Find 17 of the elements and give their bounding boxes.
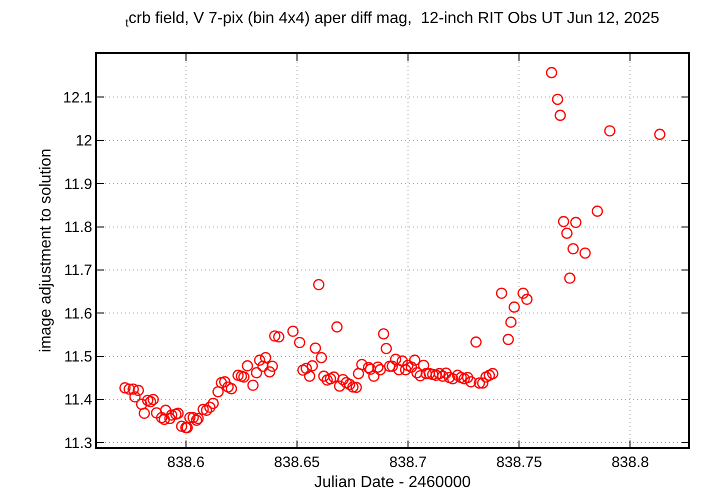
x-axis-title: Julian Date - 2460000 — [314, 474, 471, 491]
y-axis-title: image adjustment to solution — [37, 148, 54, 352]
chart-title: $_{t}$crb field, V 7-pix (bin 4x4) aper diff mag, 12-inch RIT Obs UT Jun 12, 2025 — [125, 10, 660, 30]
y-tick-label: 11.7 — [64, 262, 92, 280]
y-tick-label: 12.1 — [63, 89, 92, 106]
y-tick-label: 11.8 — [64, 219, 92, 236]
x-tick-label: 838.75 — [496, 454, 542, 471]
y-tick-label: 11.9 — [64, 176, 92, 193]
y-tick-label: 11.5 — [64, 348, 92, 366]
y-tick-label: 11.4 — [64, 392, 92, 409]
x-tick-label: 838.65 — [274, 454, 320, 471]
x-tick-label: 838.7 — [389, 454, 427, 471]
y-tick-label: 11.6 — [64, 305, 92, 322]
x-tick-label: 838.8 — [611, 454, 650, 471]
y-tick-label: 12 — [76, 132, 92, 150]
y-tick-label: 11.3 — [64, 434, 92, 452]
x-tick-label: 838.6 — [167, 454, 205, 471]
